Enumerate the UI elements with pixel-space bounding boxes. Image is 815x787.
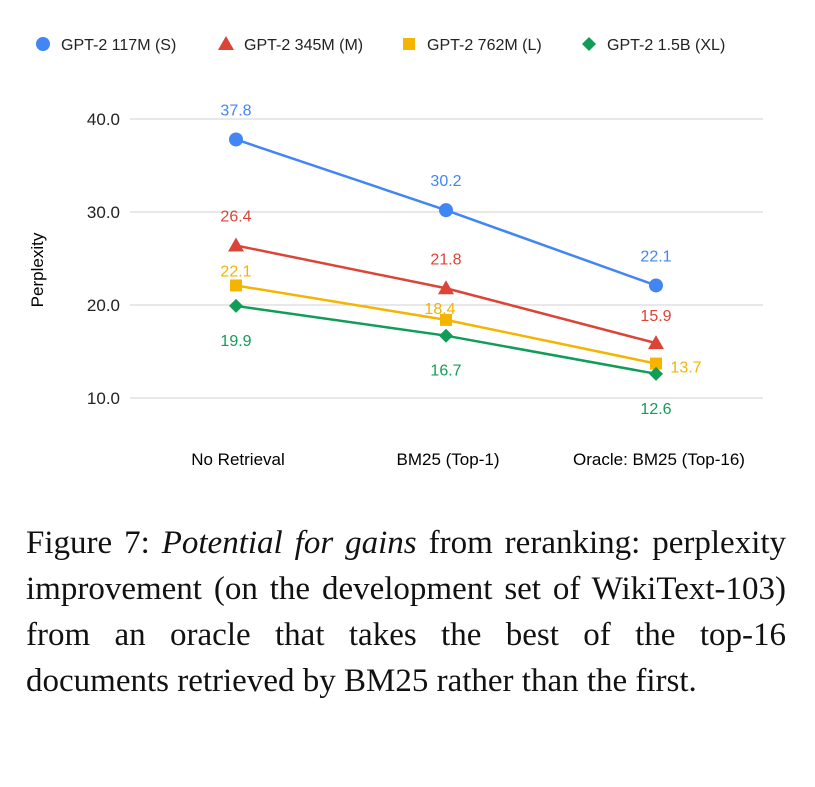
data-point [229,298,243,313]
data-label: 16.7 [430,363,461,380]
y-tick-label: 40.0 [87,110,120,129]
data-label: 37.8 [220,102,251,119]
legend-marker [582,37,596,51]
data-label: 21.8 [430,251,461,268]
data-point [649,278,663,293]
data-point [648,335,664,350]
caption-label: Figure 7: [26,525,150,561]
data-point [228,237,244,252]
x-tick-label: BM25 (Top-1) [397,450,500,469]
legend-marker [403,38,415,50]
data-label: 22.1 [220,263,251,280]
legend-marker [36,37,50,51]
data-label: 26.4 [220,208,251,225]
data-label: 19.9 [220,333,251,350]
caption-text: from reranking: perplexity improvement (… [26,525,787,699]
chart-figure: 40.0 30.0 20.0 10.0 Perplexity No Retrieval BM… [28,36,763,469]
y-tick-label: 30.0 [87,203,120,222]
data-label: 13.7 [670,360,701,377]
y-axis-label: Perplexity [28,232,47,307]
data-label: 12.6 [640,401,671,418]
x-tick-label: No Retrieval [191,450,285,469]
x-tick-label: Oracle: BM25 (Top-16) [573,450,745,469]
caption-emphasis: Potential for gains [161,525,417,561]
data-point [438,280,454,295]
legend-label: GPT-2 117M (S) [61,37,176,54]
data-label: 15.9 [640,308,671,325]
legend-label: GPT-2 1.5B (XL) [607,37,725,54]
data-label: 18.4 [424,301,455,318]
data-point [440,313,452,326]
data-point [439,203,453,218]
y-tick-label: 20.0 [87,296,120,315]
figure-caption: Figure 7: Potential for gains from reran… [26,520,786,704]
data-point [229,132,243,147]
legend-label: GPT-2 345M (M) [244,37,363,54]
data-point [230,279,242,292]
data-label: 22.1 [640,248,671,265]
data-point [650,357,662,370]
legend-marker [218,36,234,50]
data-label: 30.2 [430,173,461,190]
data-point [649,366,663,381]
legend-label: GPT-2 762M (L) [427,37,542,54]
data-point [439,328,453,343]
y-tick-label: 10.0 [87,389,120,408]
